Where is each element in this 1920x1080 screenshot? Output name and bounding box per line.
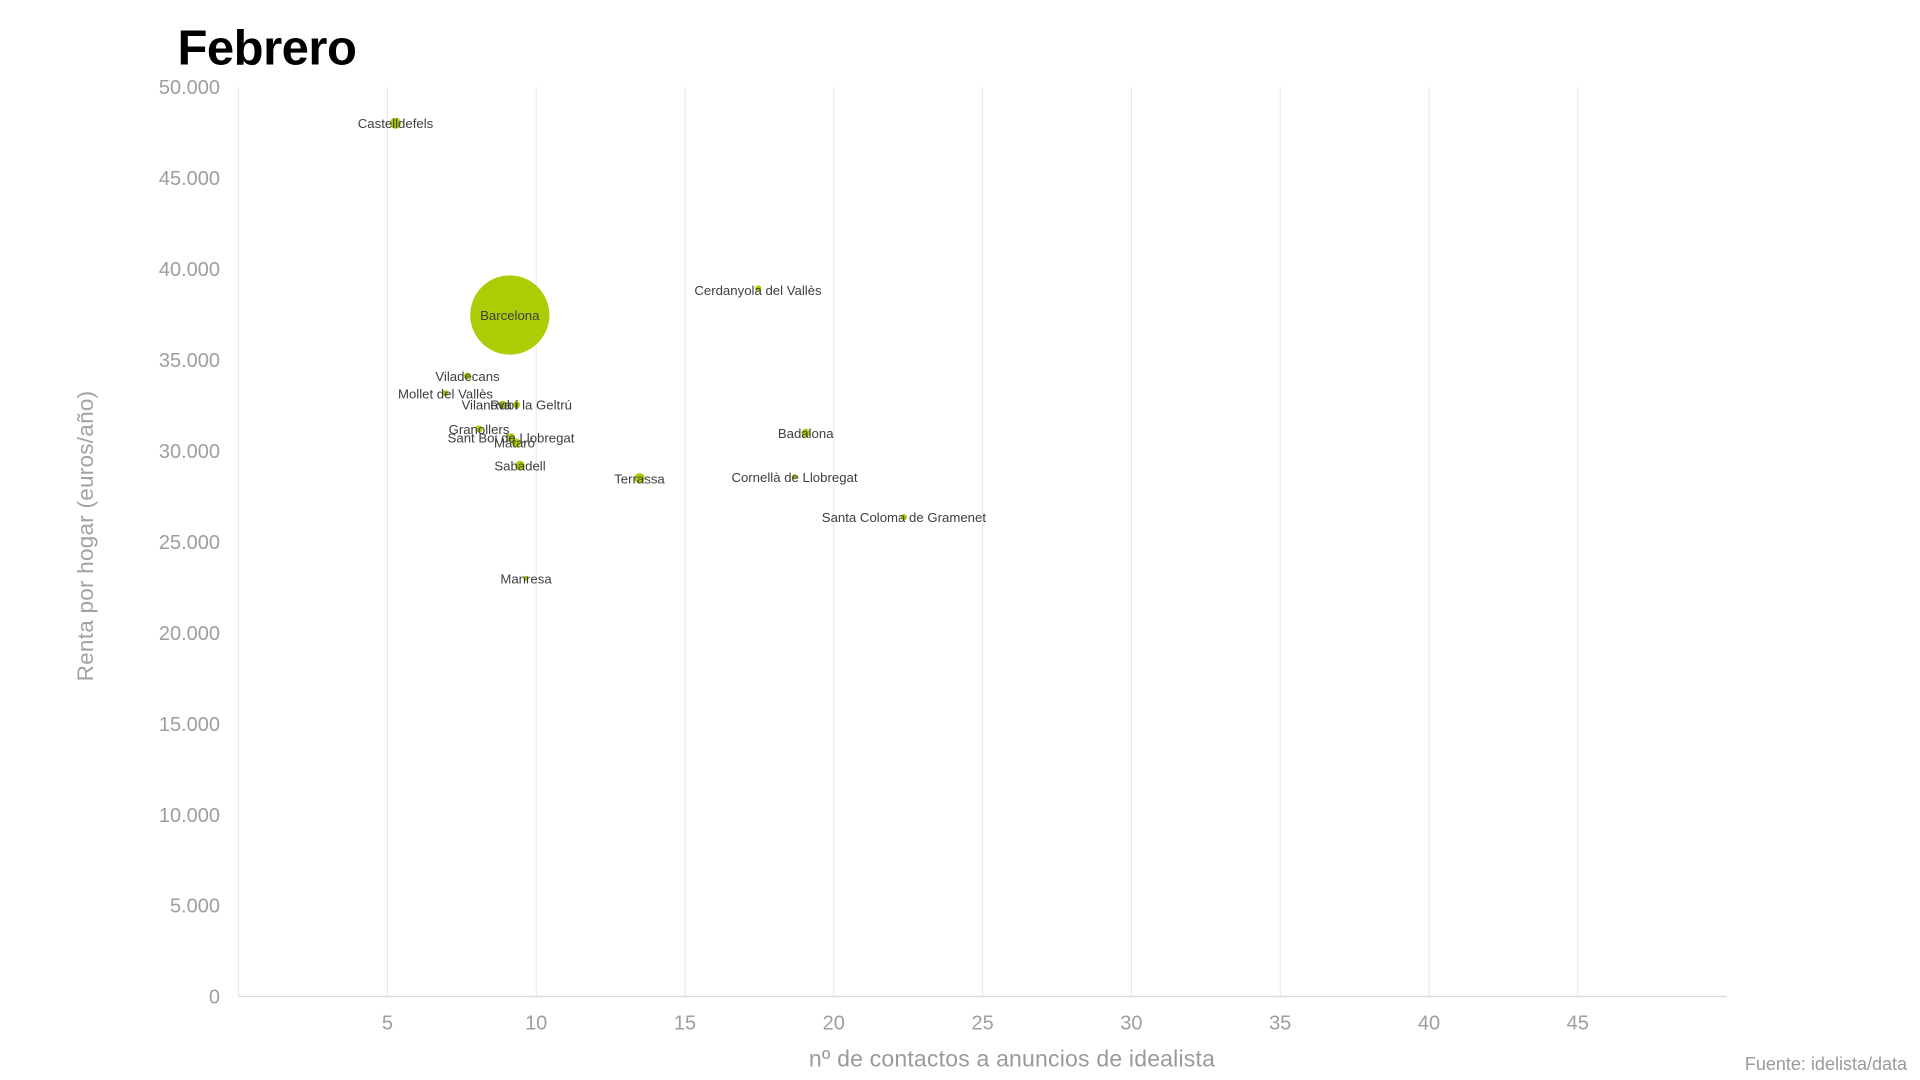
- svg-text:5: 5: [382, 1013, 393, 1035]
- svg-text:15: 15: [674, 1013, 696, 1035]
- svg-text:35: 35: [1269, 1013, 1291, 1035]
- svg-text:Castelldefels: Castelldefels: [358, 116, 434, 131]
- svg-text:Febrero: Febrero: [178, 22, 357, 76]
- svg-text:20: 20: [823, 1013, 845, 1035]
- svg-text:25.000: 25.000: [159, 532, 220, 554]
- svg-text:Renta por hogar (euros/año): Renta por hogar (euros/año): [73, 391, 98, 682]
- svg-text:45.000: 45.000: [159, 168, 220, 190]
- svg-text:Sabadell: Sabadell: [494, 459, 545, 474]
- svg-text:Mataró: Mataró: [494, 436, 535, 451]
- svg-text:35.000: 35.000: [159, 350, 220, 372]
- svg-text:Manresa: Manresa: [500, 571, 552, 586]
- svg-text:Cerdanyola del Vallès: Cerdanyola del Vallès: [694, 283, 822, 298]
- svg-text:45: 45: [1567, 1013, 1589, 1035]
- svg-text:40: 40: [1418, 1013, 1440, 1035]
- svg-text:50.000: 50.000: [159, 77, 220, 99]
- svg-text:10.000: 10.000: [159, 805, 220, 827]
- svg-text:15.000: 15.000: [159, 714, 220, 736]
- svg-text:25: 25: [971, 1013, 993, 1035]
- svg-text:Vilanova i la Geltrú: Vilanova i la Geltrú: [461, 398, 571, 413]
- svg-text:10: 10: [525, 1013, 547, 1035]
- svg-text:nº de contactos a anuncios de: nº de contactos a anuncios de idealista: [809, 1046, 1215, 1072]
- svg-text:5.000: 5.000: [170, 896, 220, 918]
- svg-text:Santa Coloma de Gramenet: Santa Coloma de Gramenet: [822, 510, 987, 525]
- svg-text:20.000: 20.000: [159, 623, 220, 645]
- svg-text:40.000: 40.000: [159, 259, 220, 281]
- svg-text:Rubí: Rubí: [490, 398, 518, 413]
- svg-text:30: 30: [1120, 1013, 1142, 1035]
- svg-text:Fuente: idelista/data: Fuente: idelista/data: [1745, 1054, 1908, 1074]
- svg-text:Terrassa: Terrassa: [614, 471, 665, 486]
- svg-text:30.000: 30.000: [159, 441, 220, 463]
- svg-text:0: 0: [209, 987, 220, 1009]
- svg-text:Viladecans: Viladecans: [435, 369, 500, 384]
- svg-text:Granollers: Granollers: [449, 422, 510, 437]
- svg-text:Barcelona: Barcelona: [480, 308, 540, 323]
- svg-text:Cornellà de Llobregat: Cornellà de Llobregat: [731, 470, 857, 485]
- svg-text:Mollet del Vallès: Mollet del Vallès: [398, 386, 493, 401]
- svg-text:Sant Boi de Llobregat: Sant Boi de Llobregat: [448, 430, 575, 445]
- svg-text:Badalona: Badalona: [778, 426, 834, 441]
